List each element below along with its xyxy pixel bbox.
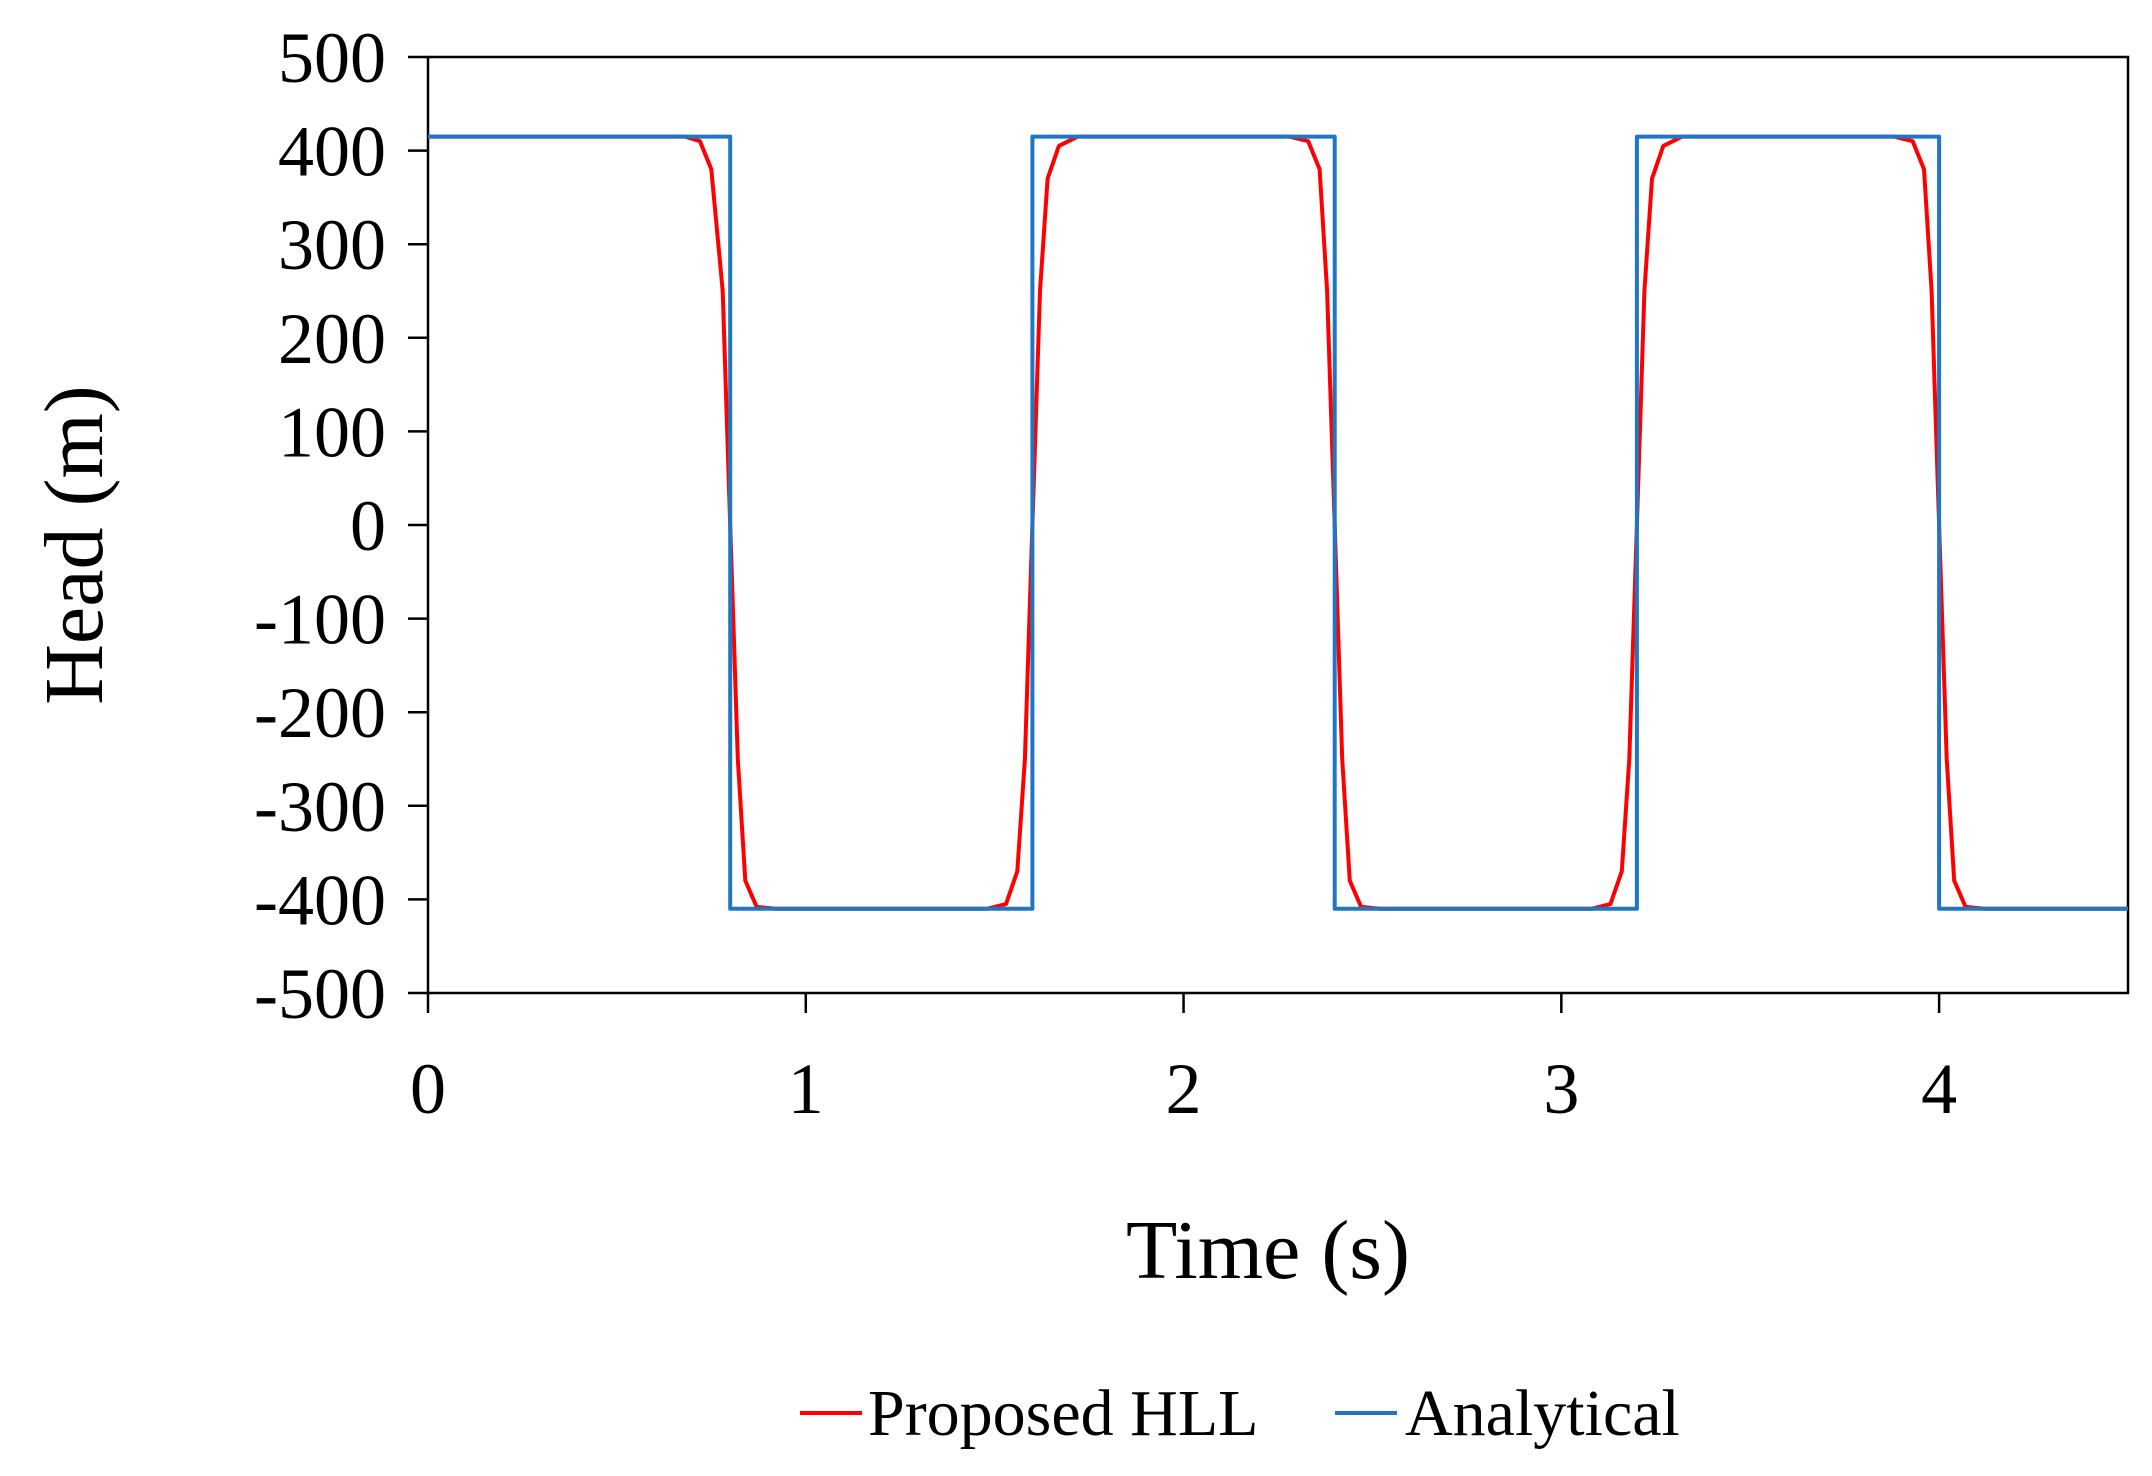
x-axis-ticks: 0 1 2 3 4 — [410, 993, 1957, 1129]
y-tick-label: 0 — [350, 486, 386, 566]
y-tick-label: 200 — [278, 299, 386, 379]
x-tick-label: 2 — [1166, 1049, 1202, 1129]
y-tick-label: 100 — [278, 392, 386, 472]
y-tick-label: 400 — [278, 112, 386, 192]
legend-label-proposed-hll: Proposed HLL — [868, 1377, 1258, 1450]
x-axis-title: Time (s) — [1126, 1204, 1410, 1297]
y-tick-label: -500 — [254, 954, 386, 1034]
plot-frame — [426, 55, 2130, 995]
y-tick-label: -200 — [254, 673, 386, 753]
y-axis-title: Head (m) — [28, 385, 121, 705]
x-tick-label: 1 — [788, 1049, 824, 1129]
y-axis-ticks: 500 400 300 200 100 0 -100 -200 -300 -400 -500 — [254, 18, 428, 1034]
y-tick-label: -300 — [254, 767, 386, 847]
y-tick-label: -400 — [254, 860, 386, 940]
y-tick-label: 500 — [278, 18, 386, 98]
series-layer — [428, 134, 2128, 911]
legend-label-analytical: Analytical — [1405, 1377, 1680, 1450]
series-line-proposed-hll — [428, 134, 2128, 911]
series-line-analytical — [428, 134, 2128, 911]
y-tick-label: 300 — [278, 205, 386, 285]
x-tick-label: 3 — [1543, 1049, 1579, 1129]
legend: Proposed HLL Analytical — [800, 1377, 1680, 1450]
x-tick-label: 0 — [410, 1049, 446, 1129]
x-tick-label: 4 — [1921, 1049, 1957, 1129]
y-tick-label: -100 — [254, 580, 386, 660]
